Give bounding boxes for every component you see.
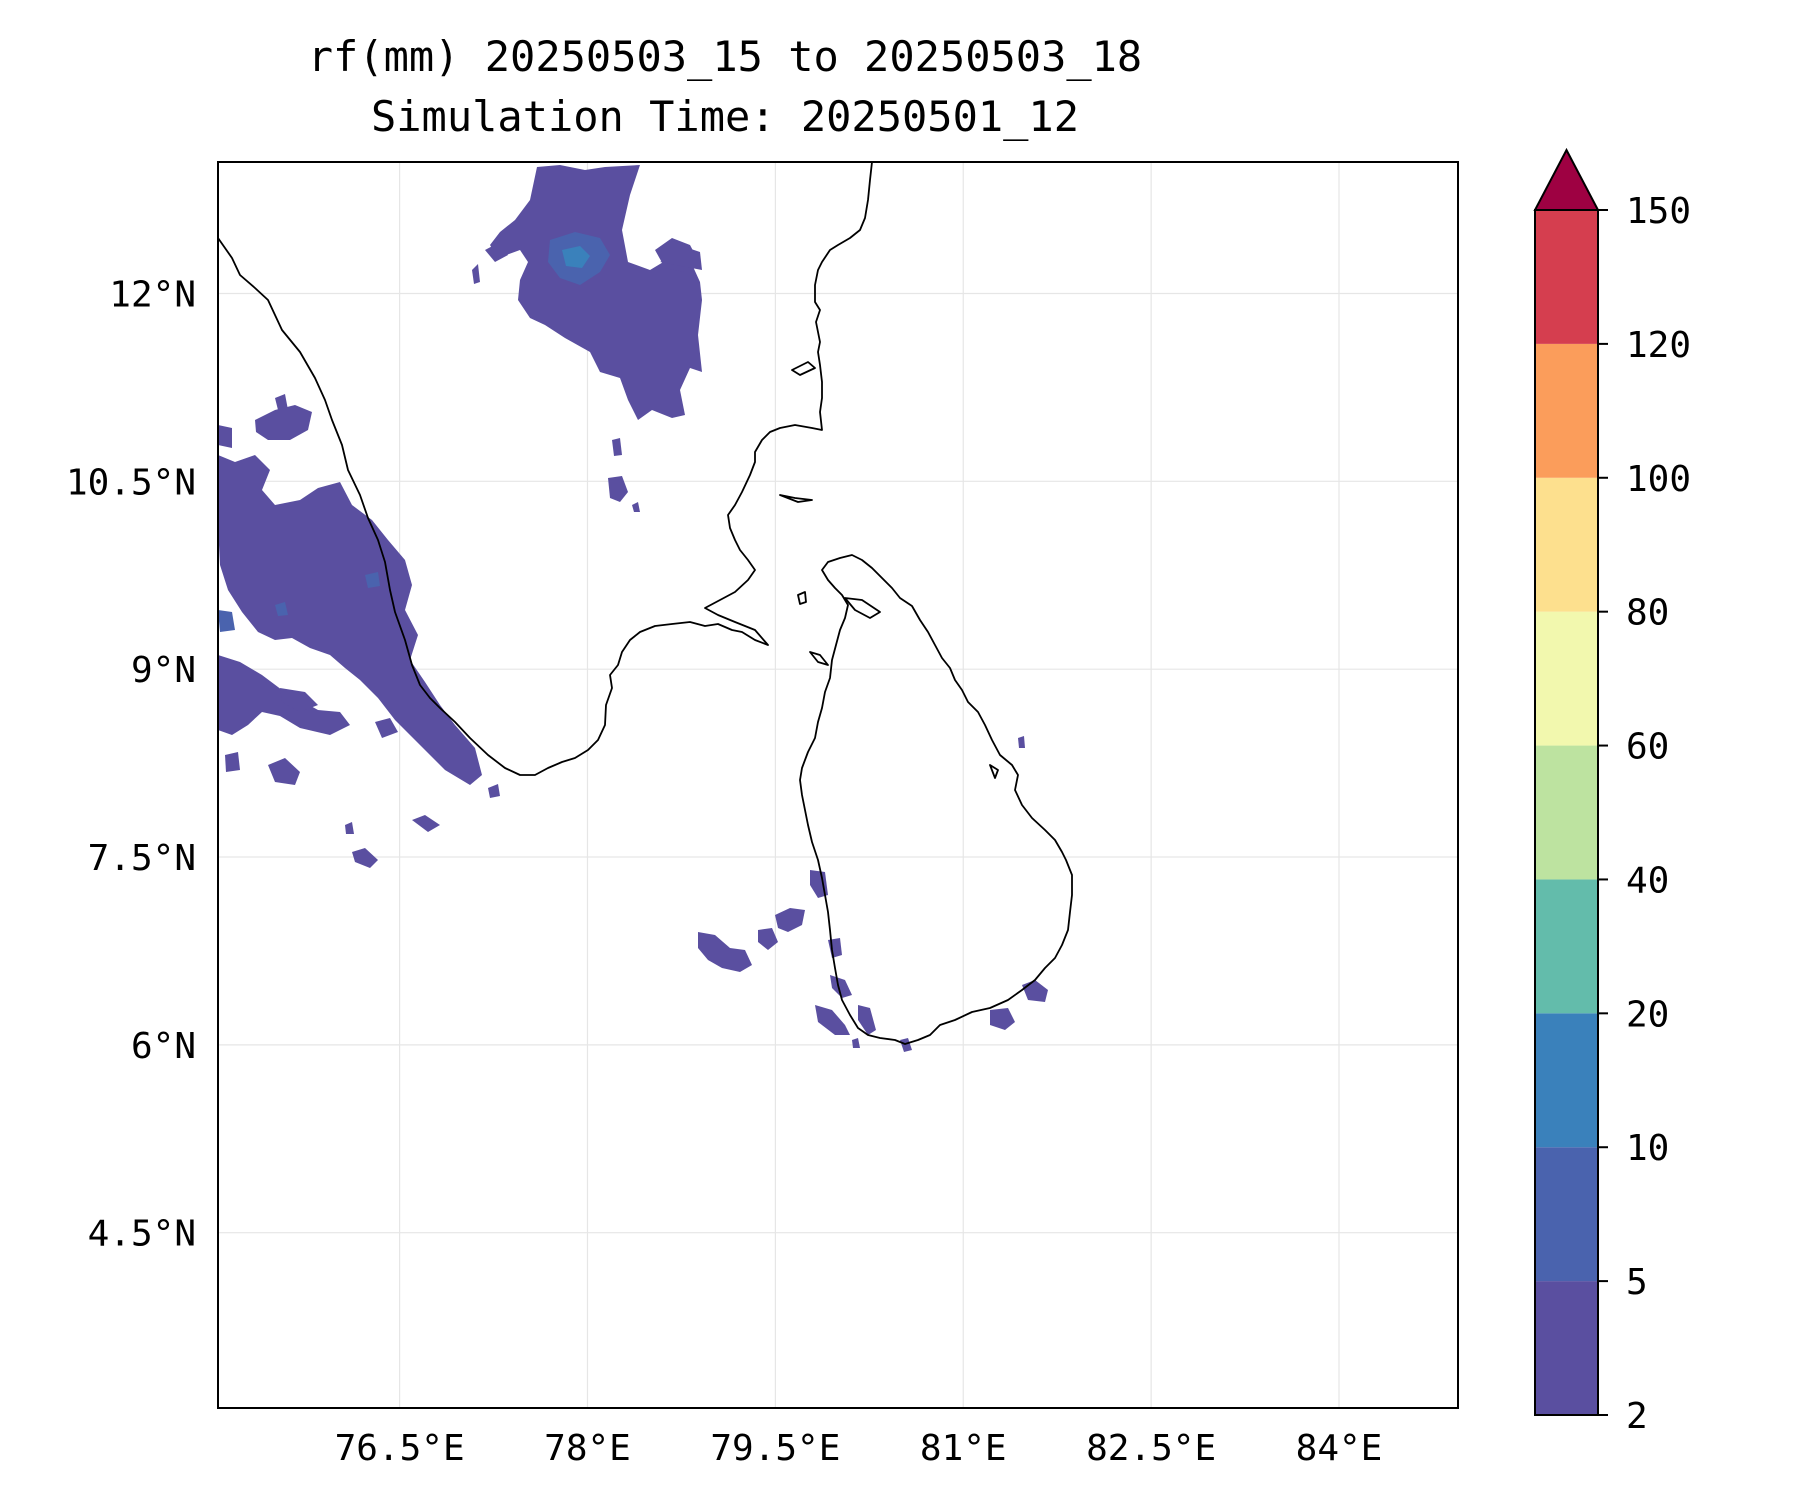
colorbar-tick-label: 80 — [1626, 593, 1669, 634]
x-tick-label: 81°E — [920, 1428, 1007, 1469]
rain-patch-core — [562, 246, 590, 268]
rain-patch — [352, 848, 378, 868]
rain-patch — [255, 405, 312, 440]
rain-patch — [632, 502, 640, 512]
colorbar-segment — [1535, 1147, 1598, 1282]
rain-patch — [775, 908, 805, 932]
chart-title: rf(mm) 20250503_15 to 20250503_18 — [307, 32, 1143, 81]
x-tick-label: 79.5°E — [710, 1428, 840, 1469]
rain-patch — [218, 425, 232, 448]
rain-patch — [830, 975, 852, 998]
rain-patch — [1022, 980, 1048, 1002]
rain-patch — [900, 1038, 912, 1052]
rain-patch — [375, 718, 398, 738]
rain-patch — [485, 242, 508, 262]
colorbar-segment — [1535, 745, 1598, 880]
rain-patch — [990, 1008, 1015, 1030]
rain-patch — [858, 1005, 876, 1035]
rain-patch-core — [275, 602, 288, 616]
colorbar: 2 5 10 20 40 60 80 100 120 150 — [1533, 147, 1691, 1437]
colorbar-tick-label: 20 — [1626, 994, 1669, 1035]
x-tick-label: 82.5°E — [1086, 1428, 1216, 1469]
plot-frame — [217, 161, 1459, 1409]
colorbar-frame — [1534, 209, 1599, 1416]
rain-patch — [758, 928, 778, 950]
colorbar-segment — [1535, 879, 1598, 1014]
x-tick-label: 78°E — [544, 1428, 631, 1469]
rain-patch — [280, 688, 318, 712]
rain-patches — [218, 165, 1048, 1052]
rain-patch — [275, 394, 288, 410]
colorbar-extend-arrow — [1533, 147, 1600, 211]
y-tick-label: 6°N — [131, 1026, 196, 1067]
rain-patch — [660, 248, 702, 270]
colorbar-tick-label: 5 — [1626, 1262, 1648, 1303]
colorbar-segment — [1535, 210, 1598, 344]
y-axis: 12°N 10.5°N 9°N 7.5°N 6°N 4.5°N — [66, 274, 196, 1254]
x-tick-label: 84°E — [1296, 1428, 1383, 1469]
colorbar-tick-label: 60 — [1626, 727, 1669, 768]
rain-patch — [412, 815, 440, 832]
rain-patch — [815, 1005, 850, 1035]
colorbar-tick-label: 150 — [1626, 191, 1691, 232]
y-tick-label: 12°N — [109, 274, 196, 315]
colorbar-segment — [1535, 611, 1598, 746]
india-coastline — [217, 161, 873, 776]
india-inlet — [779, 361, 816, 503]
rain-patch-core — [365, 572, 380, 588]
sri-lanka-islands — [797, 591, 999, 779]
rain-patch — [612, 438, 622, 456]
rain-patch — [698, 932, 752, 972]
colorbar-tick-label: 120 — [1626, 325, 1691, 366]
rain-patch — [608, 476, 628, 502]
rain-patch — [488, 784, 500, 798]
rain-patch — [828, 938, 842, 958]
rain-patch — [472, 264, 480, 284]
rain-patch — [1018, 736, 1025, 748]
colorbar-tick-label: 100 — [1626, 459, 1691, 500]
colorbar-segment — [1535, 343, 1598, 478]
rain-patch — [852, 1038, 860, 1048]
rain-patch — [345, 822, 354, 834]
gridlines — [218, 162, 1458, 1408]
x-tick-label: 76.5°E — [335, 1428, 465, 1469]
y-tick-label: 4.5°N — [88, 1214, 196, 1255]
colorbar-tick-label: 10 — [1626, 1128, 1669, 1169]
rain-patch-core — [218, 610, 235, 632]
colorbar-segment — [1535, 477, 1598, 612]
x-axis: 76.5°E 78°E 79.5°E 81°E 82.5°E 84°E — [335, 1428, 1383, 1469]
chart-subtitle: Simulation Time: 20250501_12 — [370, 92, 1079, 141]
y-tick-label: 7.5°N — [88, 838, 196, 879]
rain-patch — [225, 752, 240, 772]
rain-patch — [218, 455, 482, 785]
sri-lanka-coastline — [799, 554, 1073, 1045]
coastlines — [217, 161, 1073, 1045]
colorbar-segment — [1535, 1013, 1598, 1148]
colorbar-tick-label: 2 — [1626, 1396, 1648, 1437]
y-tick-label: 10.5°N — [66, 462, 196, 503]
colorbar-tick-label: 40 — [1626, 860, 1669, 901]
y-tick-label: 9°N — [131, 650, 196, 691]
colorbar-segment — [1535, 1281, 1598, 1415]
rain-patch — [268, 758, 300, 785]
rain-patch — [490, 165, 702, 420]
